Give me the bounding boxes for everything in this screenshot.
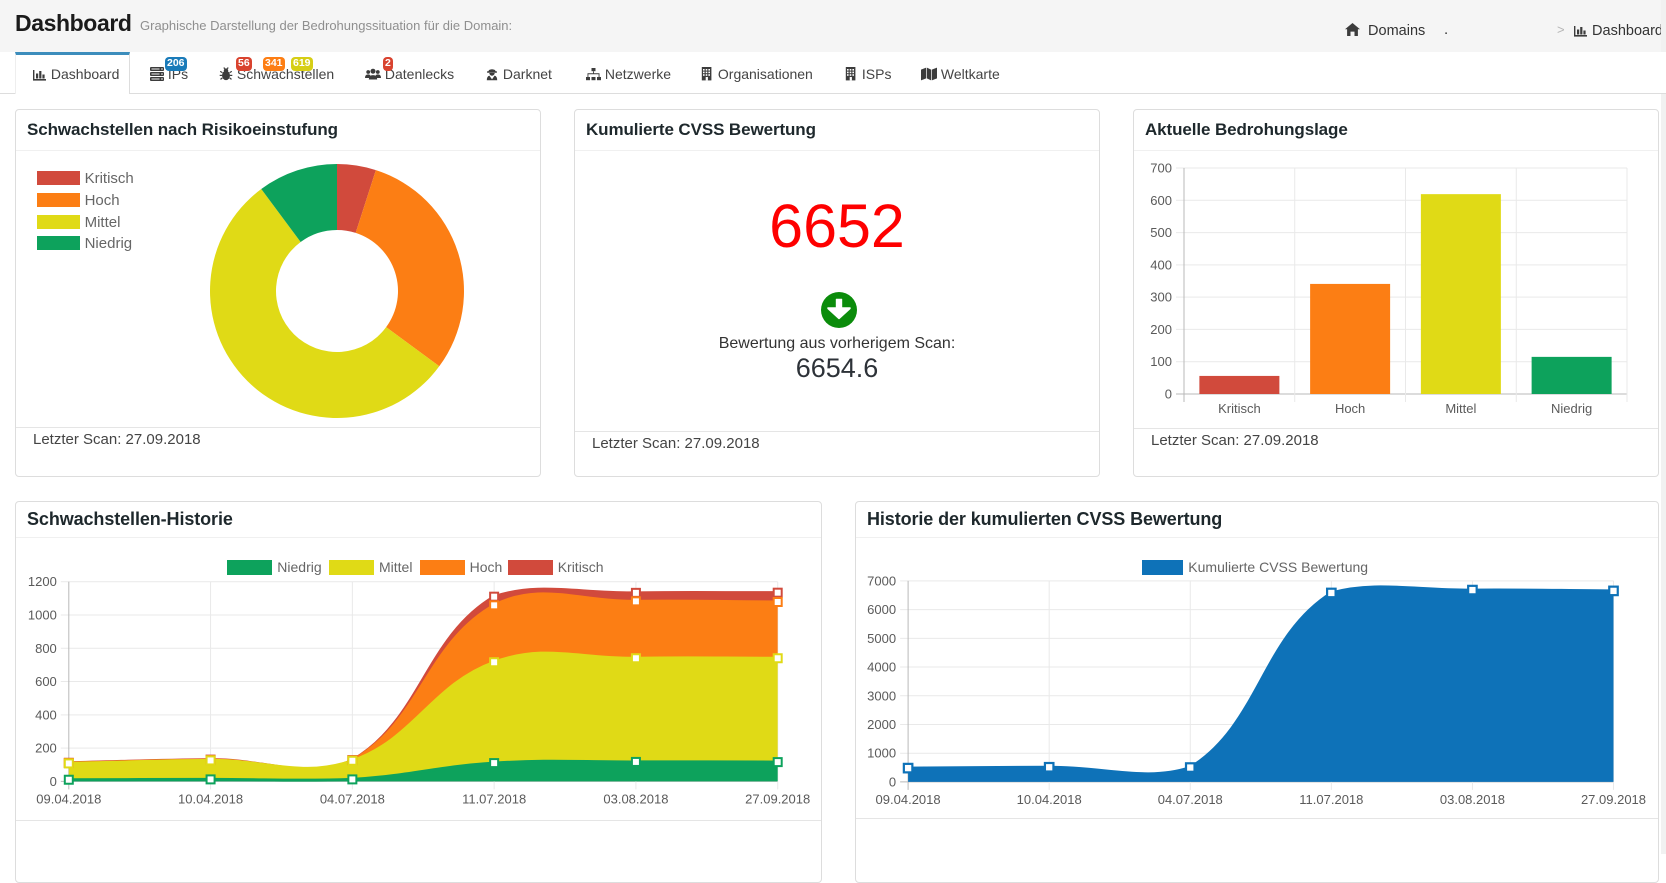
svg-text:11.07.2018: 11.07.2018 bbox=[1299, 792, 1363, 807]
svg-text:400: 400 bbox=[35, 707, 57, 722]
svg-text:200: 200 bbox=[35, 741, 57, 756]
svg-text:0: 0 bbox=[50, 774, 57, 789]
svg-text:3000: 3000 bbox=[867, 688, 896, 703]
svg-text:800: 800 bbox=[35, 641, 57, 656]
svg-text:0: 0 bbox=[889, 774, 896, 789]
svg-text:09.04.2018: 09.04.2018 bbox=[36, 791, 101, 806]
svg-text:11.07.2018: 11.07.2018 bbox=[462, 791, 526, 806]
svg-text:100: 100 bbox=[1150, 354, 1172, 369]
svg-text:Hoch: Hoch bbox=[1335, 401, 1365, 416]
svg-text:5000: 5000 bbox=[867, 631, 896, 646]
svg-text:03.08.2018: 03.08.2018 bbox=[1440, 792, 1505, 807]
svg-text:1000: 1000 bbox=[867, 746, 896, 761]
svg-text:7000: 7000 bbox=[867, 573, 896, 588]
svg-text:400: 400 bbox=[1150, 257, 1172, 272]
svg-text:200: 200 bbox=[1150, 322, 1172, 337]
svg-text:10.04.2018: 10.04.2018 bbox=[178, 791, 243, 806]
svg-text:300: 300 bbox=[1150, 290, 1172, 305]
svg-text:Niedrig: Niedrig bbox=[1551, 401, 1592, 416]
svg-text:6000: 6000 bbox=[867, 602, 896, 617]
svg-text:Mittel: Mittel bbox=[1445, 401, 1476, 416]
svg-text:4000: 4000 bbox=[867, 660, 896, 675]
svg-text:600: 600 bbox=[1150, 193, 1172, 208]
svg-text:04.07.2018: 04.07.2018 bbox=[320, 791, 385, 806]
svg-text:700: 700 bbox=[1150, 161, 1172, 176]
svg-text:03.08.2018: 03.08.2018 bbox=[603, 791, 668, 806]
svg-text:27.09.2018: 27.09.2018 bbox=[745, 791, 810, 806]
svg-text:500: 500 bbox=[1150, 225, 1172, 240]
svg-text:Kritisch: Kritisch bbox=[1218, 401, 1261, 416]
svg-text:0: 0 bbox=[1165, 387, 1172, 402]
svg-text:27.09.2018: 27.09.2018 bbox=[1581, 792, 1646, 807]
svg-text:2000: 2000 bbox=[867, 717, 896, 732]
svg-text:04.07.2018: 04.07.2018 bbox=[1158, 792, 1223, 807]
svg-text:1200: 1200 bbox=[28, 574, 57, 589]
svg-text:10.04.2018: 10.04.2018 bbox=[1017, 792, 1082, 807]
svg-text:1000: 1000 bbox=[28, 607, 57, 622]
svg-text:600: 600 bbox=[35, 674, 57, 689]
svg-text:09.04.2018: 09.04.2018 bbox=[876, 792, 941, 807]
